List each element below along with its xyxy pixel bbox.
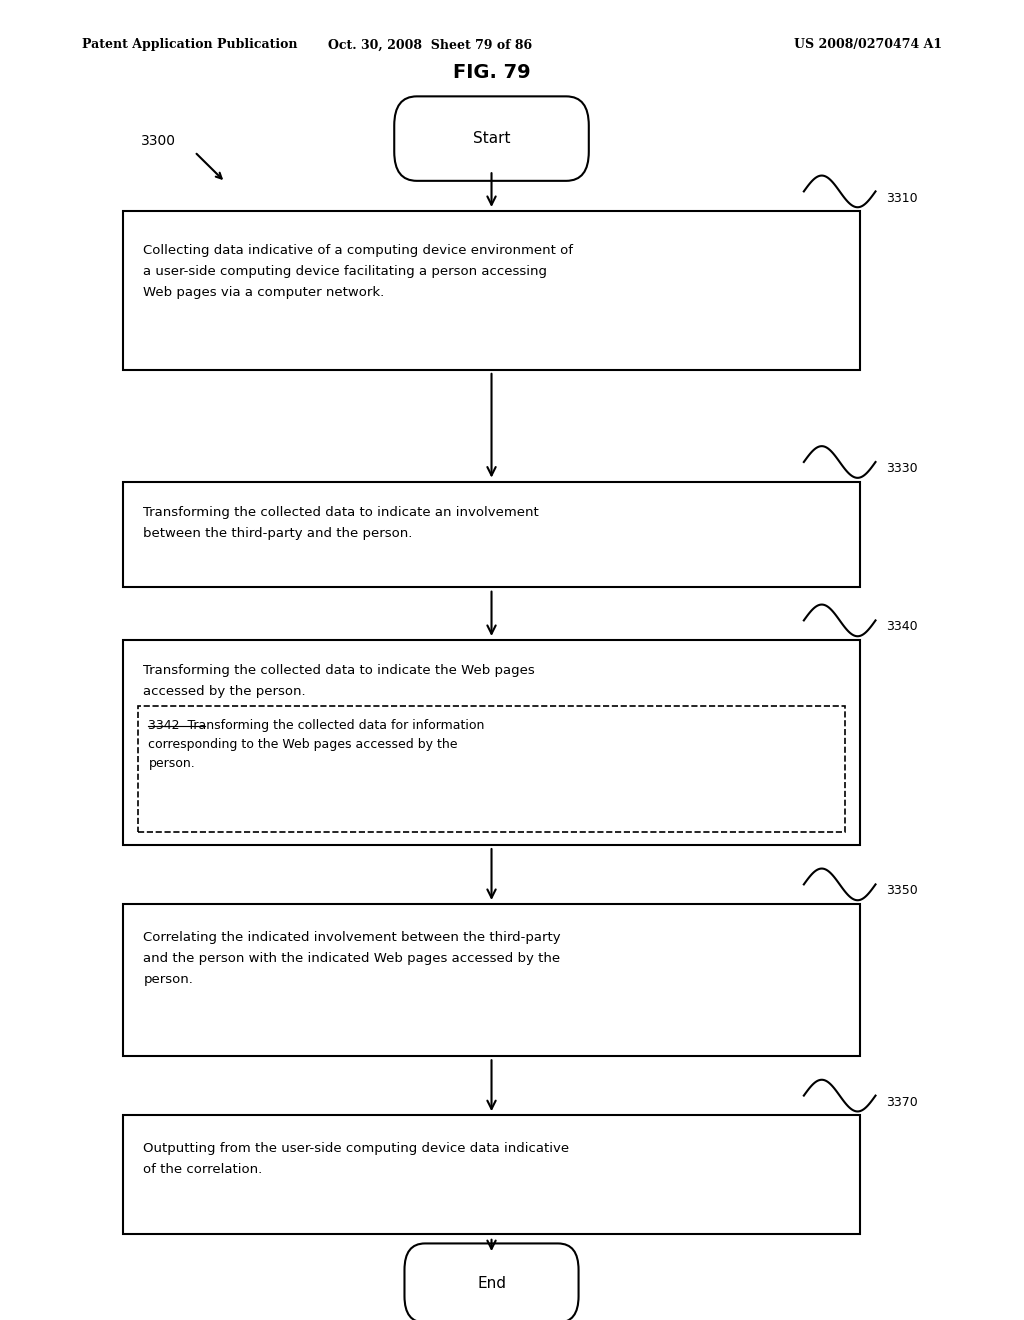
Text: 3370: 3370 (886, 1096, 918, 1109)
FancyBboxPatch shape (123, 904, 860, 1056)
Text: Collecting data indicative of a computing device environment of
a user-side comp: Collecting data indicative of a computin… (143, 244, 573, 300)
Text: 3350: 3350 (886, 884, 918, 898)
Text: Transforming the collected data to indicate the Web pages
accessed by the person: Transforming the collected data to indic… (143, 664, 536, 698)
Text: FIG. 79: FIG. 79 (453, 63, 530, 82)
Text: Patent Application Publication: Patent Application Publication (82, 38, 297, 51)
FancyBboxPatch shape (394, 96, 589, 181)
Text: 3340: 3340 (886, 620, 918, 634)
Text: Outputting from the user-side computing device data indicative
of the correlatio: Outputting from the user-side computing … (143, 1142, 569, 1176)
Text: Oct. 30, 2008  Sheet 79 of 86: Oct. 30, 2008 Sheet 79 of 86 (328, 38, 532, 51)
Text: 3330: 3330 (886, 462, 918, 475)
FancyBboxPatch shape (123, 1115, 860, 1234)
Text: Correlating the indicated involvement between the third-party
and the person wit: Correlating the indicated involvement be… (143, 931, 561, 986)
Text: 3310: 3310 (886, 191, 918, 205)
FancyBboxPatch shape (123, 211, 860, 370)
Text: Start: Start (473, 131, 510, 147)
FancyBboxPatch shape (123, 482, 860, 587)
Text: 3342  Transforming the collected data for information
corresponding to the Web p: 3342 Transforming the collected data for… (148, 719, 484, 771)
FancyBboxPatch shape (138, 706, 845, 832)
Text: 3300: 3300 (141, 135, 176, 148)
FancyBboxPatch shape (123, 640, 860, 845)
Text: Transforming the collected data to indicate an involvement
between the third-par: Transforming the collected data to indic… (143, 506, 539, 540)
FancyBboxPatch shape (404, 1243, 579, 1320)
Text: US 2008/0270474 A1: US 2008/0270474 A1 (794, 38, 942, 51)
Text: End: End (477, 1275, 506, 1291)
